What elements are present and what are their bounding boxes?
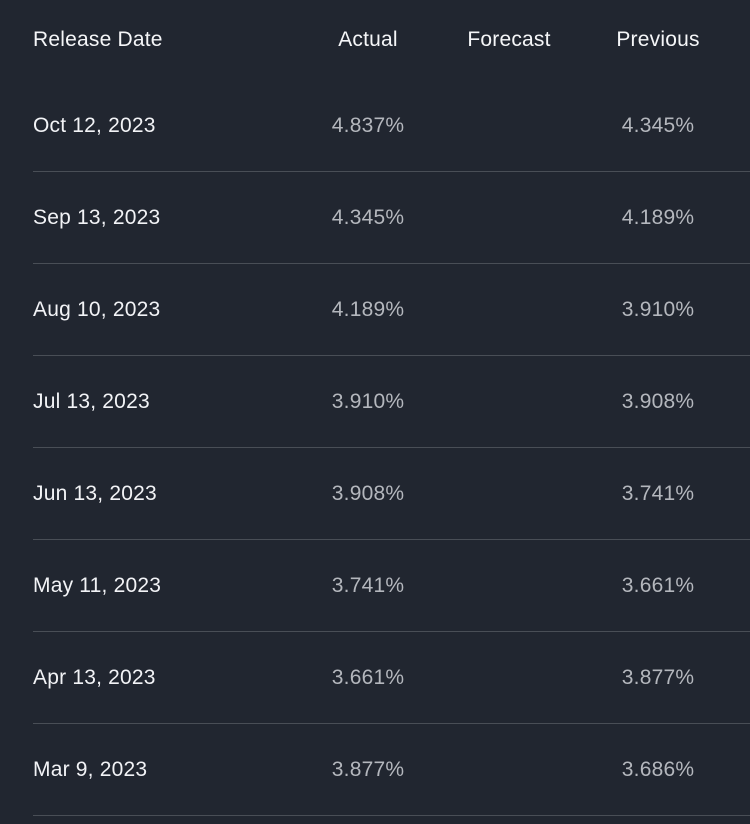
previous-cell: 4.345% [621, 114, 695, 137]
actual-cell: 4.837% [331, 114, 405, 137]
previous-cell: 3.910% [621, 298, 695, 321]
actual-cell: 3.661% [331, 666, 405, 689]
actual-cell: 3.877% [331, 758, 405, 781]
header-previous: Previous [616, 28, 700, 51]
release-date-cell: Sep 13, 2023 [33, 206, 161, 229]
release-date-cell: Jul 13, 2023 [33, 390, 150, 413]
actual-cell: 4.345% [331, 206, 405, 229]
release-date-cell: Aug 10, 2023 [33, 298, 161, 321]
release-date-cell: Apr 13, 2023 [33, 666, 156, 689]
previous-cell: 3.908% [621, 390, 695, 413]
table-row: Sep 13, 2023 4.345% 4.189% [0, 172, 750, 264]
table-row: Aug 10, 2023 4.189% 3.910% [0, 264, 750, 356]
table-row: Jul 13, 2023 3.910% 3.908% [0, 356, 750, 448]
table-row: Mar 9, 2023 3.877% 3.686% [0, 724, 750, 816]
header-forecast: Forecast [467, 28, 551, 51]
previous-cell: 3.686% [621, 758, 695, 781]
previous-cell: 4.189% [621, 206, 695, 229]
previous-cell: 3.877% [621, 666, 695, 689]
previous-cell: 3.661% [621, 574, 695, 597]
release-date-cell: Oct 12, 2023 [33, 114, 156, 137]
actual-cell: 4.189% [331, 298, 405, 321]
previous-cell: 3.741% [621, 482, 695, 505]
table-row: May 11, 2023 3.741% 3.661% [0, 540, 750, 632]
table-row: Apr 13, 2023 3.661% 3.877% [0, 632, 750, 724]
header-actual: Actual [338, 28, 398, 51]
table-row: Jun 13, 2023 3.908% 3.741% [0, 448, 750, 540]
table-header-row: Release Date Actual Forecast Previous [0, 0, 750, 80]
table-row: Oct 12, 2023 4.837% 4.345% [0, 80, 750, 172]
release-date-cell: May 11, 2023 [33, 574, 162, 597]
header-release-date: Release Date [33, 28, 163, 51]
actual-cell: 3.741% [331, 574, 405, 597]
release-date-cell: Jun 13, 2023 [33, 482, 157, 505]
release-date-cell: Mar 9, 2023 [33, 758, 148, 781]
actual-cell: 3.910% [331, 390, 405, 413]
actual-cell: 3.908% [331, 482, 405, 505]
